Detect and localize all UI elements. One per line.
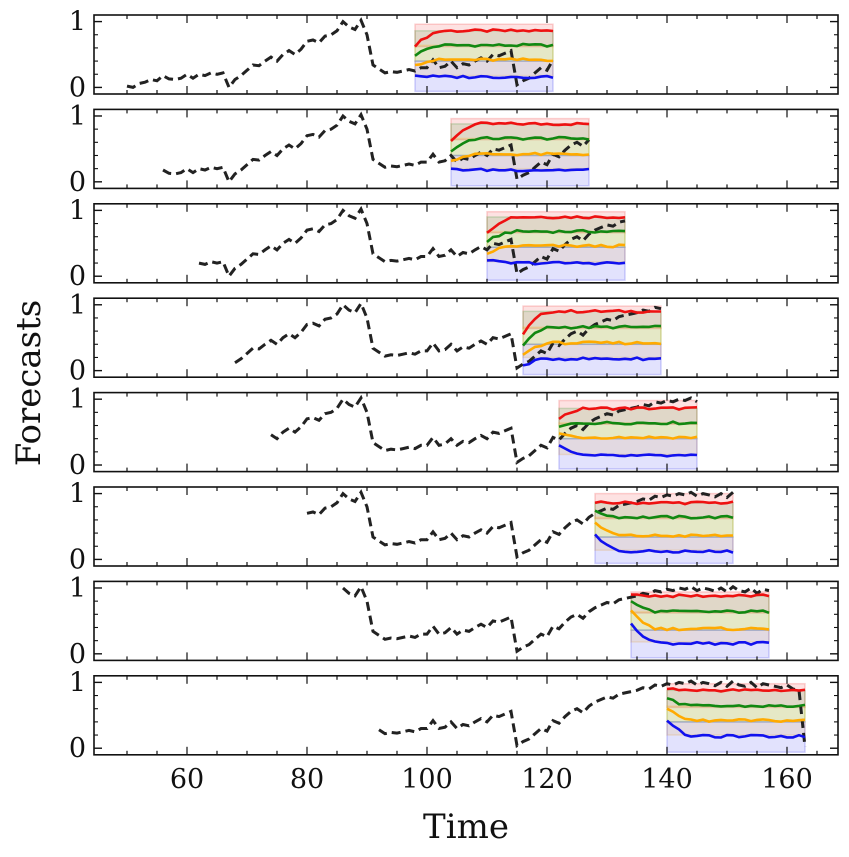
panel-1: 01 (69, 7, 839, 103)
forecast-line-1 (486, 215, 626, 234)
forecast-line-1 (666, 687, 806, 693)
y-tick-label: 1 (69, 7, 86, 38)
forecast-line-2 (450, 135, 590, 153)
y-axis-label: Forecasts (9, 300, 49, 466)
forecast-line-2 (666, 696, 806, 709)
forecast-line-3 (486, 243, 626, 256)
y-tick-label: 1 (69, 290, 86, 321)
x-tick-label: 120 (521, 764, 573, 795)
y-tick-label: 1 (69, 101, 86, 132)
y-tick-label: 0 (69, 639, 86, 670)
forecast-line-1 (630, 593, 770, 599)
y-tick-label: 0 (69, 450, 86, 481)
y-tick-label: 1 (69, 384, 86, 415)
x-tick-label: 140 (641, 764, 693, 795)
y-tick-label: 0 (69, 261, 86, 292)
forecast-line-4 (594, 533, 734, 554)
actual-series-line (378, 679, 807, 749)
actual-series-line (162, 111, 591, 185)
forecast-line-4 (666, 719, 806, 739)
y-tick-label: 0 (69, 544, 86, 575)
y-tick-label: 1 (69, 667, 86, 698)
forecast-line-3 (666, 707, 806, 724)
panel-frame (93, 486, 839, 567)
forecast-line-1 (450, 121, 590, 142)
panel-6: 01 (69, 479, 839, 575)
forecast-line-4 (629, 622, 770, 646)
y-tick-label: 0 (69, 733, 86, 764)
x-tick-label: 80 (290, 764, 324, 795)
actual-series-line (342, 583, 770, 654)
x-axis-label: Time (423, 807, 509, 847)
panel-2: 01 (69, 101, 839, 198)
x-tick-label: 60 (170, 764, 204, 795)
forecast-line-4 (522, 356, 662, 367)
forecast-line-2 (630, 600, 770, 615)
forecast-line-1 (558, 406, 698, 420)
panel-frame (93, 674, 839, 756)
forecast-line-3 (594, 521, 733, 538)
forecast-line-3 (450, 151, 590, 163)
panel-frame (93, 203, 839, 284)
forecast-line-2 (486, 228, 626, 243)
actual-series-line (270, 394, 698, 465)
panel-frame (93, 108, 839, 190)
forecast-line-4 (486, 258, 626, 266)
panel-7: 01 (69, 573, 839, 670)
forecast-line-4 (558, 444, 698, 458)
forecast-line-4 (414, 74, 554, 80)
x-tick-label: 100 (401, 764, 453, 795)
forecast-line-1 (594, 500, 734, 506)
y-tick-label: 1 (69, 195, 86, 226)
forecast-line-1 (414, 28, 554, 48)
y-tick-label: 0 (69, 167, 86, 198)
y-tick-label: 0 (69, 72, 86, 103)
panel-frame (93, 297, 839, 379)
panel-frame (93, 14, 839, 95)
y-tick-label: 1 (69, 479, 86, 510)
actual-series-line (198, 205, 626, 280)
forecast-line-3 (558, 432, 698, 440)
panel-4: 01 (69, 290, 839, 387)
panel-3: 01 (69, 195, 839, 292)
forecast-line-2 (414, 42, 554, 57)
y-tick-label: 0 (69, 356, 86, 387)
forecast-line-2 (558, 420, 698, 429)
actual-series-line (234, 300, 662, 371)
forecast-line-3 (630, 609, 770, 632)
panel-frame (93, 580, 839, 662)
forecast-line-2 (522, 324, 662, 347)
forecast-line-3 (414, 57, 554, 67)
forecast-line-1 (521, 308, 661, 336)
x-tick-label: 160 (761, 764, 813, 795)
forecast-line-2 (594, 509, 734, 520)
y-tick-label: 1 (69, 573, 86, 604)
panel-5: 01 (69, 384, 839, 481)
forecast-line-3 (522, 340, 662, 356)
panel-frame (93, 391, 839, 473)
forecast-line-4 (450, 167, 590, 173)
